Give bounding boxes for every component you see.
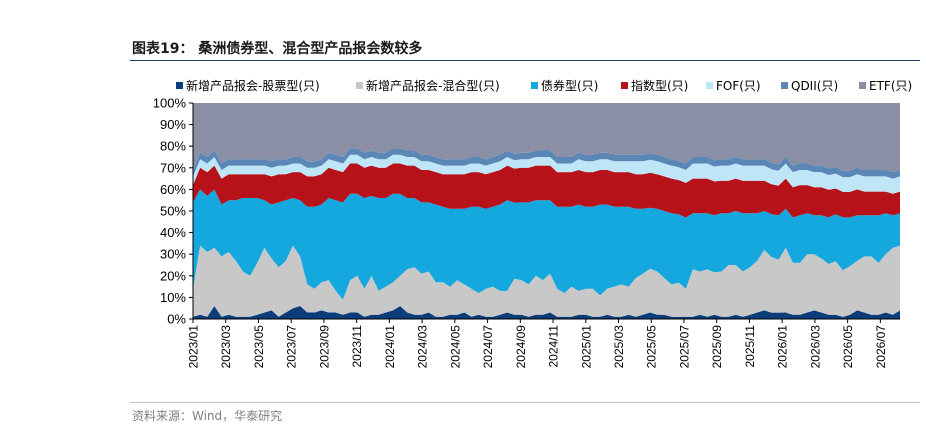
legend-swatch-1 <box>356 82 363 89</box>
area-series-1 <box>193 245 900 317</box>
legend: 新增产品报会-股票型(只) 新增产品报会-混合型(只) 债券型(只) 指数型(只) FO… <box>176 78 912 93</box>
x-axis: 2023/01 2023/03 2023/05 2023/07 2023/09 2023/… <box>187 319 888 368</box>
x-tick-label: 2025/09 <box>710 325 724 369</box>
figure-title-bar: 图表19： 桑洲债券型、混合型产品报会数较多 <box>130 34 920 61</box>
source-divider: 资料来源：Wind，华泰研究 <box>130 402 920 423</box>
legend-label-3: 指数型(只) <box>631 78 688 93</box>
x-tick-label: 2023/11 <box>350 325 364 368</box>
legend-swatch-3 <box>621 82 628 89</box>
x-tick-label: 2023/05 <box>252 325 266 369</box>
x-tick-label: 2024/03 <box>416 325 430 369</box>
legend-swatch-2 <box>531 82 538 89</box>
plot-area <box>192 103 900 320</box>
x-tick-label: 2024/07 <box>481 325 495 369</box>
legend-swatch-5 <box>781 82 788 89</box>
legend-label-5: QDII(只) <box>791 79 838 93</box>
x-tick-label: 2023/03 <box>219 325 233 369</box>
legend-label-1: 新增产品报会-混合型(只) <box>366 78 500 93</box>
legend-swatch-4 <box>706 82 713 89</box>
y-tick-label: 80% <box>160 139 186 154</box>
area-series-2 <box>193 189 900 300</box>
y-tick-label: 40% <box>160 225 186 240</box>
legend-swatch-6 <box>859 82 866 89</box>
area-series-6 <box>193 103 900 173</box>
legend-swatch-0 <box>176 82 183 89</box>
x-tick-label: 2023/01 <box>187 325 201 369</box>
x-tick-label: 2024/11 <box>547 325 561 368</box>
y-tick-label: 20% <box>160 268 186 283</box>
y-tick-label: 60% <box>160 182 186 197</box>
x-tick-label: 2025/05 <box>645 325 659 369</box>
legend-label-2: 债券型(只) <box>541 78 598 93</box>
x-tick-label: 2023/09 <box>317 325 331 369</box>
area-series-0 <box>193 306 900 319</box>
y-tick-label: 50% <box>160 204 186 219</box>
x-tick-label: 2025/11 <box>743 325 757 368</box>
legend-label-4: FOF(只) <box>716 79 761 93</box>
area-series-3 <box>193 163 900 218</box>
x-tick-label: 2024/01 <box>383 325 397 369</box>
x-tick-label: 2026/05 <box>841 325 855 369</box>
y-tick-label: 100% <box>153 96 187 111</box>
y-tick-label: 70% <box>160 160 186 175</box>
y-tick-label: 30% <box>160 247 186 262</box>
x-tick-label: 2026/01 <box>776 325 790 369</box>
x-tick-label: 2026/03 <box>808 325 822 369</box>
area-series-5 <box>193 148 900 179</box>
x-tick-label: 2026/07 <box>874 325 888 369</box>
x-tick-label: 2024/05 <box>448 325 462 369</box>
x-tick-label: 2025/03 <box>612 325 626 369</box>
source-note: 资料来源：Wind，华泰研究 <box>132 409 283 423</box>
legend-label-6: ETF(只) <box>869 79 912 93</box>
x-tick-label: 2024/09 <box>514 325 528 369</box>
y-tick-label: 10% <box>160 290 186 305</box>
x-tick-label: 2023/07 <box>285 325 299 369</box>
x-tick-label: 2025/01 <box>579 325 593 369</box>
y-tick-label: 90% <box>160 117 186 132</box>
figure-title: 图表19： 桑洲债券型、混合型产品报会数较多 <box>132 41 423 57</box>
y-axis: 0% 10% 20% 30% 40% 50% 60% 70% 80% 90% 100% <box>153 96 193 327</box>
legend-label-0: 新增产品报会-股票型(只) <box>186 78 320 93</box>
area-series-4 <box>193 154 900 194</box>
x-tick-label: 2025/07 <box>677 325 691 369</box>
y-tick-label: 0% <box>167 312 186 327</box>
